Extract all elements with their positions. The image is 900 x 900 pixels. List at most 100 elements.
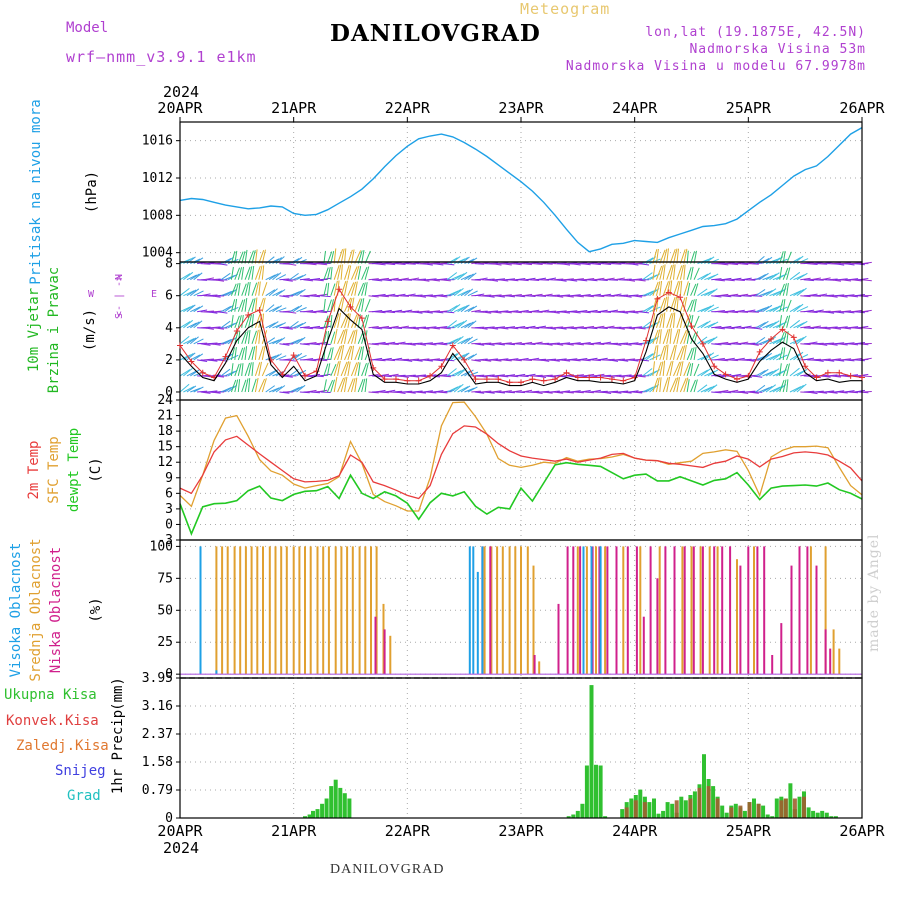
- wind-arrow: [697, 384, 708, 393]
- wind-arrow: [340, 377, 346, 393]
- wind-arrow: [834, 311, 845, 314]
- wind-arrow: [423, 263, 433, 266]
- wind-arrow: [782, 267, 789, 280]
- wind-arrow: [227, 273, 238, 281]
- wind-arrow: [577, 310, 588, 313]
- precip-total-bar: [665, 802, 670, 818]
- wind-arrow: [460, 370, 471, 377]
- wind-arrow: [502, 263, 512, 266]
- wind-arrow: [618, 390, 629, 393]
- wind-arrow: [601, 391, 612, 394]
- wind-arrow: [550, 294, 560, 297]
- wind-arrow: [467, 290, 478, 297]
- wind-arrow: [258, 346, 264, 361]
- wind-arrow: [622, 391, 632, 394]
- wind-arrow: [721, 277, 732, 281]
- precip-total-bar: [820, 810, 825, 818]
- wind-arrow: [861, 357, 872, 361]
- wind-arrow: [635, 279, 646, 282]
- wind-arrow: [498, 375, 509, 378]
- wind-arrow: [361, 298, 365, 312]
- wind-arrow: [467, 353, 478, 361]
- cloud-mid-bar: [239, 546, 242, 675]
- wind-arrow: [447, 338, 459, 345]
- cloud-low-bar: [383, 629, 386, 675]
- wind-arrow: [652, 377, 659, 393]
- cloud-mid-bar: [327, 546, 330, 675]
- wind-arrow: [574, 326, 584, 329]
- wind-arrow: [628, 263, 639, 266]
- wind-arrow: [481, 342, 492, 345]
- wind-arrow: [765, 288, 777, 297]
- wind-arrow: [758, 305, 770, 313]
- wind-arrow: [217, 311, 228, 314]
- cloud-mid-bar: [221, 546, 224, 675]
- wind-arrow: [560, 311, 571, 314]
- wind-arrow: [553, 391, 564, 394]
- wind-arrow: [254, 266, 261, 280]
- wind-arrow: [460, 337, 471, 345]
- wind-arrow: [389, 325, 399, 329]
- precip-total-bar: [761, 805, 766, 818]
- cloud-mid-bar: [532, 565, 535, 675]
- temp-axis-label-dewpt: dewpt Temp: [66, 428, 82, 512]
- cloud-mid-bar: [233, 546, 236, 675]
- wind-arrow: [526, 373, 536, 377]
- x-tick-label-bottom: 20APR: [157, 822, 203, 840]
- wind-arrow: [350, 266, 358, 280]
- wind-arrow: [224, 322, 235, 329]
- wind-arrow: [347, 313, 351, 328]
- wind-arrow: [738, 374, 749, 377]
- wind-arrow: [622, 278, 632, 281]
- wind-arrow: [855, 263, 865, 266]
- wind-arrow: [800, 277, 811, 281]
- cloud-low-bar: [591, 546, 594, 675]
- wind-arrow: [724, 357, 735, 361]
- wind-arrow: [446, 320, 458, 329]
- wind-arrow: [662, 329, 669, 344]
- wind-arrow: [512, 294, 522, 297]
- wind-arrow: [707, 354, 719, 361]
- wind-arrow: [310, 373, 321, 377]
- wind-arrow: [532, 341, 543, 345]
- precip-total-bar: [774, 798, 779, 818]
- y-tick-label: 15: [157, 440, 173, 455]
- wind-arrow: [796, 287, 807, 297]
- wind-arrow: [183, 386, 195, 393]
- wind-gust-marker: [506, 379, 513, 386]
- cloud-low-bar: [806, 546, 809, 675]
- station-title: DANILOVGRAD: [330, 20, 541, 47]
- wind-arrow: [272, 290, 283, 297]
- wind-arrow: [306, 311, 317, 314]
- wind-axis-label-2: Brzina i Pravac: [46, 267, 62, 393]
- wind-gust-marker: [438, 363, 445, 370]
- wind-arrow: [642, 353, 654, 361]
- cloud-high-bar: [582, 546, 585, 675]
- wind-arrow: [333, 376, 338, 393]
- wind-arrow: [841, 279, 852, 282]
- wind-arrow: [655, 329, 661, 344]
- cloud-low-bar: [635, 546, 638, 675]
- wind-arrow: [296, 384, 306, 393]
- wind-arrow: [508, 310, 519, 313]
- wind-arrow: [310, 278, 321, 281]
- wind-arrow: [330, 283, 336, 296]
- wind-arrow: [608, 309, 619, 313]
- wind-arrow: [642, 386, 654, 393]
- wind-arrow: [820, 327, 831, 330]
- wind-arrow: [467, 320, 477, 329]
- wind-arrow: [254, 297, 258, 312]
- cloud-low-bar: [721, 546, 724, 675]
- wind-arrow: [464, 369, 474, 377]
- wind-arrow: [563, 326, 574, 329]
- wind-arrow: [779, 363, 782, 376]
- wind-arrow: [337, 249, 344, 264]
- wind-arrow: [354, 313, 360, 328]
- wind-arrow: [265, 385, 275, 393]
- wind-arrow: [824, 390, 835, 393]
- wind-arrow: [340, 264, 343, 280]
- wind-arrow: [686, 315, 692, 328]
- wind-arrow: [350, 314, 358, 328]
- precip-conv-bar: [674, 800, 679, 818]
- wind-arrow: [718, 389, 729, 393]
